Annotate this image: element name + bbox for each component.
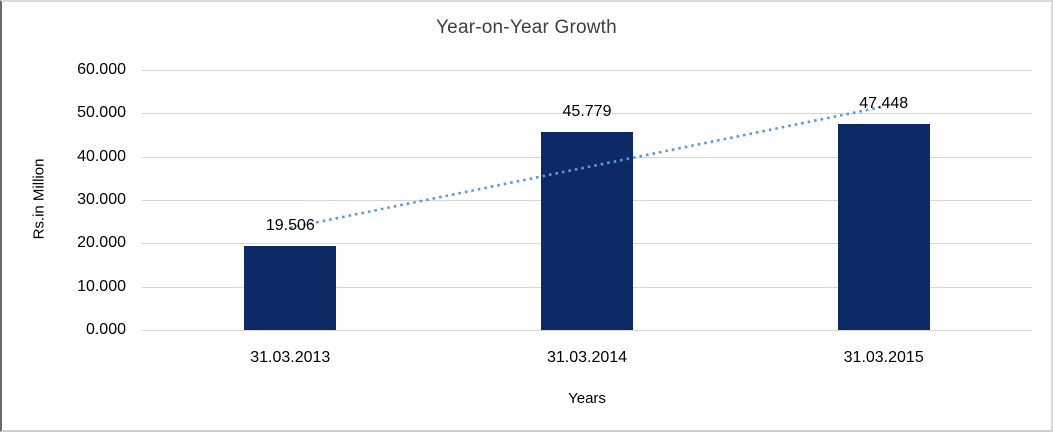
x-tick-label: 31.03.2013	[250, 349, 331, 366]
y-tick-label: 30.000	[77, 191, 126, 208]
y-tick-label: 20.000	[77, 234, 126, 252]
x-tick-label: 31.03.2014	[546, 349, 628, 366]
bar-31.03.2015	[837, 124, 930, 330]
chart-title: Year-on-Year Growth	[436, 17, 617, 38]
x-axis-title: Years	[568, 390, 606, 407]
trendline	[290, 105, 884, 229]
gridline	[142, 330, 1032, 331]
data-label: 19.506	[265, 216, 315, 234]
data-label: 45.779	[562, 102, 612, 120]
bar-31.03.2014	[541, 131, 633, 330]
y-tick-label: 50.000	[77, 104, 126, 122]
y-tick-label: 0.000	[85, 321, 126, 338]
bar-31.03.2013	[244, 245, 337, 330]
y-tick-label: 60.000	[77, 61, 126, 78]
gridline	[142, 113, 1032, 115]
y-tick-label: 40.000	[77, 147, 126, 165]
y-tick-label: 10.000	[77, 277, 126, 295]
gridline	[142, 70, 1032, 71]
x-tick-label: 31.03.2015	[843, 349, 924, 366]
data-label: 47.448	[859, 95, 909, 113]
